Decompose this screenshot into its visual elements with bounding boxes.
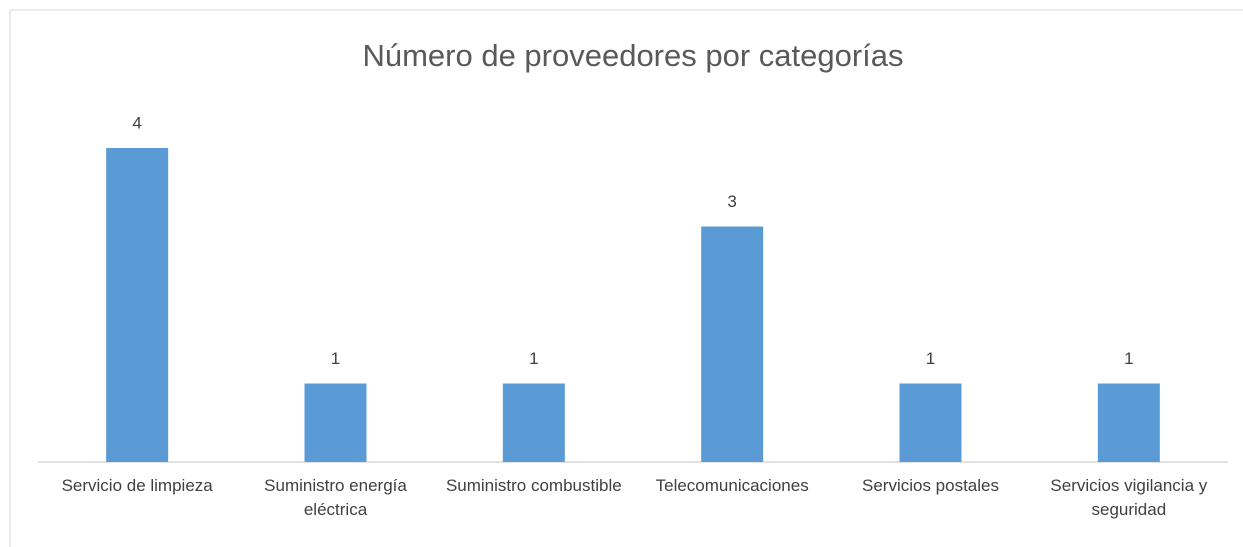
- data-label: 1: [1124, 349, 1133, 368]
- bar: [1097, 383, 1160, 462]
- bar: [899, 383, 962, 462]
- x-tick-label: Suministro combustible: [445, 476, 622, 495]
- x-tick-label: Suministro energía eléctrica: [264, 476, 407, 519]
- data-label: 3: [727, 192, 736, 211]
- x-tick-label: Servicios postales: [861, 476, 999, 495]
- x-tick-label: Telecomunicaciones: [655, 476, 809, 495]
- chart-title: Número de proveedores por categorías: [362, 38, 903, 73]
- x-tick-label: Servicios vigilancia y seguridad: [1050, 476, 1208, 519]
- data-label: 1: [926, 349, 935, 368]
- bar: [106, 148, 169, 462]
- data-label: 1: [529, 349, 538, 368]
- bar: [701, 226, 764, 462]
- x-tick-label: Servicio de limpieza: [61, 476, 213, 495]
- data-label: 4: [132, 113, 141, 132]
- data-label: 1: [331, 349, 340, 368]
- bar: [502, 383, 565, 462]
- bar: [304, 383, 367, 462]
